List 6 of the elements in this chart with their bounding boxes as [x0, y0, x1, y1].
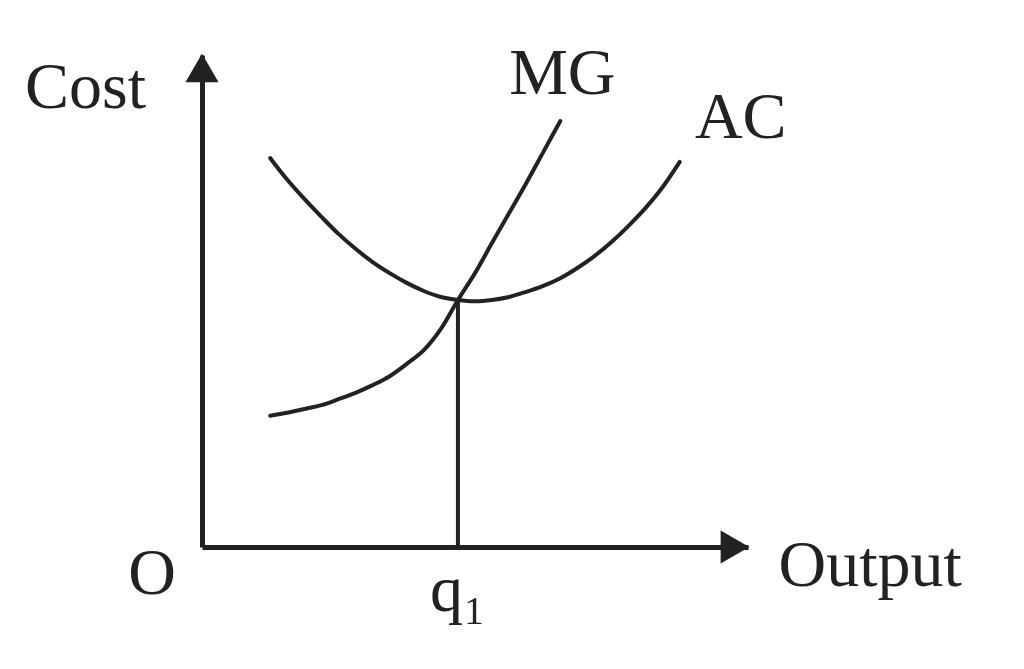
text: O — [128, 535, 176, 608]
series-label: AC — [694, 78, 787, 152]
series-label: MG — [509, 35, 616, 109]
y-axis-title: Cost — [24, 48, 147, 122]
text: q₁ — [429, 552, 486, 625]
x-axis-title: Output — [778, 526, 962, 600]
